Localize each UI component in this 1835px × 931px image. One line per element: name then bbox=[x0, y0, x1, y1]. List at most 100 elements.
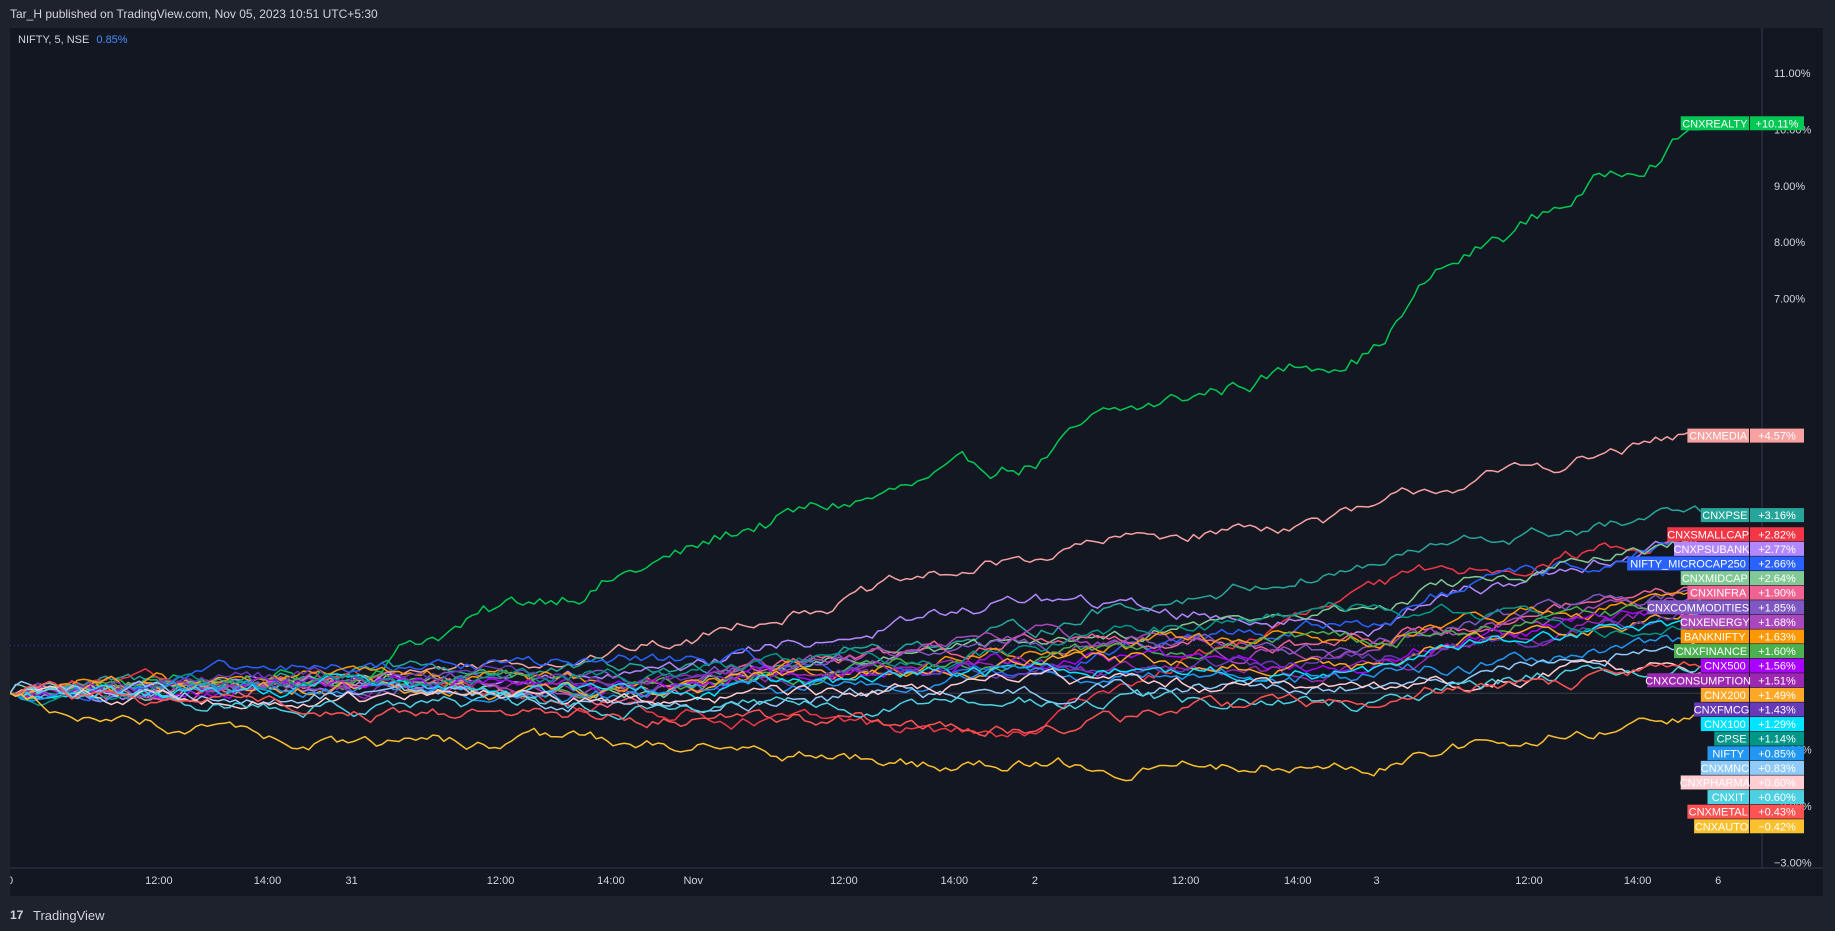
series-line bbox=[10, 608, 1702, 701]
series-value-label: +2.77% bbox=[1758, 544, 1796, 556]
series-value-label: +1.29% bbox=[1758, 719, 1796, 731]
series-name-label: BANKNIFTY bbox=[1684, 631, 1746, 643]
series-line bbox=[10, 586, 1702, 708]
y-tick-label: 7.00% bbox=[1774, 294, 1805, 306]
series-name-badge bbox=[1680, 116, 1749, 131]
y-tick-label: 11.00% bbox=[1774, 68, 1811, 80]
series-value-badge bbox=[1750, 600, 1804, 615]
series-value-badge bbox=[1750, 556, 1804, 571]
series-name-label: CNXAUTO bbox=[1695, 821, 1749, 833]
series-value-label: +0.85% bbox=[1758, 748, 1796, 760]
series-value-label: +1.51% bbox=[1758, 675, 1796, 687]
series-name-label: CNX500 bbox=[1704, 661, 1746, 673]
series-line bbox=[10, 659, 1701, 710]
series-name-label: CNXPSE bbox=[1702, 510, 1747, 522]
series-value-label: +0.60% bbox=[1758, 792, 1796, 804]
series-name-label: CNXINFRA bbox=[1690, 588, 1747, 600]
chart-canvas[interactable]: 11.00%10.00%9.00%8.00%7.00%−1.00%−2.00%−… bbox=[10, 28, 1823, 896]
x-tick-label: 6 bbox=[1715, 875, 1721, 887]
x-tick-label: 14:00 bbox=[254, 875, 282, 887]
series-name-badge bbox=[1680, 614, 1749, 629]
x-tick-label: 31 bbox=[346, 875, 358, 887]
series-value-badge bbox=[1750, 731, 1804, 746]
series-value-label: +1.63% bbox=[1758, 631, 1796, 643]
series-name-label: CNXFINANCE bbox=[1676, 646, 1748, 658]
series-value-label: −0.42% bbox=[1758, 821, 1796, 833]
series-value-label: +2.64% bbox=[1758, 573, 1796, 585]
series-value-badge bbox=[1750, 644, 1804, 659]
symbol-name: NIFTY, 5, NSE bbox=[18, 34, 90, 46]
series-name-badge bbox=[1700, 508, 1749, 523]
series-line bbox=[10, 634, 1701, 703]
tradingview-logo-icon[interactable]: 17 bbox=[10, 908, 24, 922]
series-value-label: +1.60% bbox=[1758, 646, 1796, 658]
symbol-legend: NIFTY, 5, NSE 0.85% bbox=[18, 34, 128, 46]
series-name-badge bbox=[1700, 717, 1749, 732]
series-value-badge bbox=[1750, 746, 1804, 761]
series-name-label: CNXCONSUMPTION bbox=[1645, 675, 1751, 687]
series-value-badge bbox=[1750, 614, 1804, 629]
series-line bbox=[10, 598, 1702, 700]
series-value-badge bbox=[1750, 541, 1804, 556]
x-tick-label: 3 bbox=[1373, 875, 1379, 887]
series-value-label: +0.83% bbox=[1758, 763, 1796, 775]
series-line bbox=[10, 692, 1701, 782]
series-value-badge bbox=[1750, 790, 1804, 805]
series-line bbox=[10, 661, 1702, 737]
series-value-badge bbox=[1750, 702, 1804, 717]
series-value-label: +1.14% bbox=[1758, 734, 1796, 746]
series-name-badge bbox=[1700, 687, 1749, 702]
series-value-label: +10.11% bbox=[1756, 118, 1799, 130]
y-tick-label: 8.00% bbox=[1774, 237, 1805, 249]
series-value-badge bbox=[1750, 508, 1804, 523]
series-name-label: NIFTY_MICROCAP250 bbox=[1630, 558, 1746, 570]
series-value-label: +1.56% bbox=[1758, 661, 1796, 673]
series-name-label: CNXCOMMODITIES bbox=[1647, 602, 1749, 614]
series-value-badge bbox=[1750, 804, 1804, 819]
series-name-badge bbox=[1694, 702, 1749, 717]
y-tick-label: 9.00% bbox=[1774, 181, 1805, 193]
series-value-badge bbox=[1750, 571, 1804, 586]
series-value-badge bbox=[1750, 116, 1804, 131]
series-value-badge bbox=[1750, 717, 1804, 732]
publish-header: Tar_H published on TradingView.com, Nov … bbox=[0, 0, 1835, 28]
series-name-badge bbox=[1674, 644, 1749, 659]
x-tick-label: Nov bbox=[683, 875, 703, 887]
x-tick-label: 12:00 bbox=[487, 875, 515, 887]
series-value-label: +1.90% bbox=[1758, 588, 1796, 600]
series-name-badge bbox=[1687, 428, 1749, 443]
series-name-label: CNXREALTY bbox=[1682, 118, 1748, 130]
x-tick-label: 12:00 bbox=[1515, 875, 1543, 887]
series-line bbox=[10, 664, 1702, 721]
series-name-badge bbox=[1707, 746, 1749, 761]
series-line bbox=[10, 128, 1701, 700]
tradingview-logo-text[interactable]: TradingView bbox=[33, 908, 105, 923]
y-tick-label: 10.00% bbox=[1774, 124, 1812, 136]
x-tick-label: 12:00 bbox=[830, 875, 858, 887]
series-line bbox=[10, 535, 1702, 703]
series-value-label: +1.49% bbox=[1758, 690, 1796, 702]
series-name-badge bbox=[1674, 541, 1749, 556]
x-tick-label: 2 bbox=[1032, 875, 1038, 887]
chart-area[interactable]: 11.00%10.00%9.00%8.00%7.00%−1.00%−2.00%−… bbox=[10, 28, 1823, 896]
series-value-badge bbox=[1750, 658, 1804, 673]
publish-info: Tar_H published on TradingView.com, Nov … bbox=[10, 7, 378, 21]
series-value-badge bbox=[1750, 428, 1804, 443]
series-value-label: +2.82% bbox=[1758, 529, 1796, 541]
series-value-badge bbox=[1750, 673, 1804, 688]
series-value-label: +1.85% bbox=[1758, 602, 1796, 614]
y-tick-label: −3.00% bbox=[1774, 857, 1812, 869]
series-value-label: +0.43% bbox=[1758, 807, 1796, 819]
series-name-badge bbox=[1707, 790, 1749, 805]
series-name-label: CPSE bbox=[1717, 734, 1747, 746]
series-line bbox=[10, 637, 1702, 714]
symbol-change: 0.85% bbox=[96, 34, 128, 46]
series-name-label: CNXFMCG bbox=[1694, 704, 1750, 716]
series-name-badge bbox=[1680, 571, 1749, 586]
series-value-badge bbox=[1750, 687, 1804, 702]
series-value-label: +4.57% bbox=[1758, 431, 1796, 443]
series-name-badge bbox=[1700, 760, 1749, 775]
x-tick-label: 0 bbox=[10, 875, 13, 887]
series-name-badge bbox=[1667, 527, 1749, 542]
series-name-badge bbox=[1647, 673, 1749, 688]
